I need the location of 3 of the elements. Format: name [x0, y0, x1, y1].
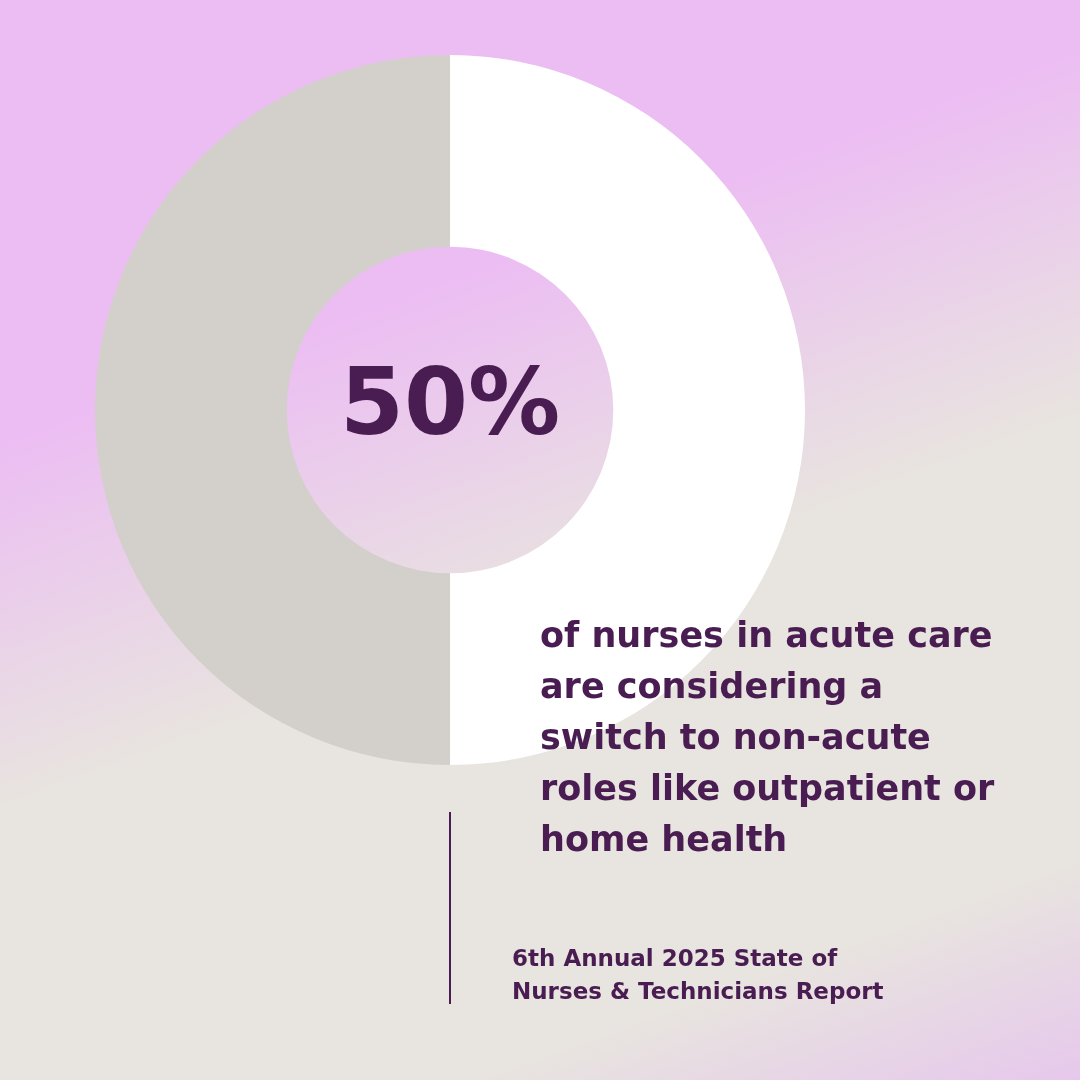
data-label: 50% — [339, 348, 561, 456]
text: of nurses in acute care are considering a switch to non-acute roles like outpatient or home health — [540, 614, 996, 861]
text: 6th Annual 2025 State of Nurses & Technicians Report — [512, 944, 885, 1006]
